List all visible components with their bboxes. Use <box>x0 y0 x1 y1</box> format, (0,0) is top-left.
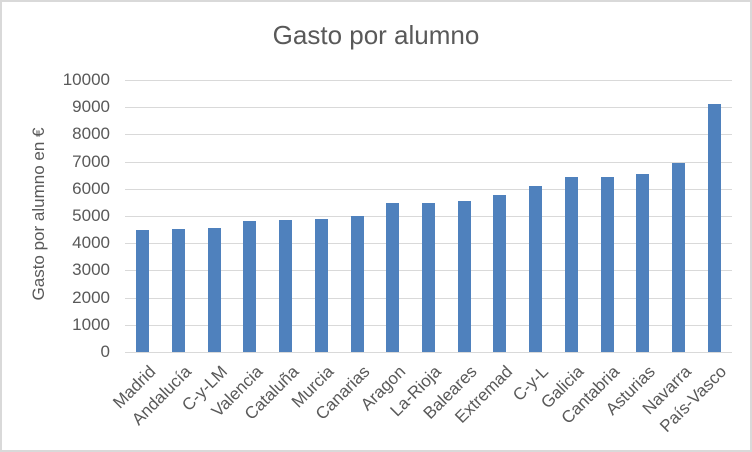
bar-Madrid <box>136 230 149 352</box>
bar-Cantabria <box>601 177 614 352</box>
bar-Navarra <box>672 163 685 352</box>
chart-title: Gasto por alumno <box>272 20 480 50</box>
gridline <box>125 188 732 190</box>
y-tick-label: 0 <box>100 342 110 361</box>
y-tick-label: 4000 <box>72 233 110 253</box>
bar-País-Vasco <box>708 104 721 352</box>
gridline <box>125 134 732 136</box>
bar-Baleares <box>458 201 471 352</box>
bar-C-y-LM <box>208 228 221 352</box>
y-tick-label: 7000 <box>72 151 110 171</box>
y-tick-label: 6000 <box>72 178 110 198</box>
gridline <box>125 80 732 81</box>
y-tick-label: 2000 <box>72 287 110 307</box>
bar-C-y-L <box>529 186 542 352</box>
gridline <box>125 352 732 353</box>
bar-Andalucía <box>172 229 185 352</box>
y-tick-label: 1000 <box>72 314 110 334</box>
bar-Murcia <box>315 219 328 352</box>
gridline <box>125 107 732 109</box>
y-tick-label: 3000 <box>72 260 110 280</box>
bar-Canarias <box>351 216 364 352</box>
bar-Asturias <box>636 174 649 352</box>
bar-Cataluña <box>279 220 292 352</box>
bar-La-Rioja <box>422 203 435 352</box>
bar-Galicia <box>565 177 578 352</box>
y-tick-label: 5000 <box>72 206 110 225</box>
y-tick-label: 8000 <box>72 124 110 144</box>
y-tick-label: 9000 <box>72 97 110 117</box>
bar-Aragon <box>386 203 399 352</box>
gridline <box>125 161 732 163</box>
bar-Extremad <box>493 195 506 352</box>
bar-Valencia <box>243 221 256 352</box>
y-tick-label: 10000 <box>62 70 110 89</box>
